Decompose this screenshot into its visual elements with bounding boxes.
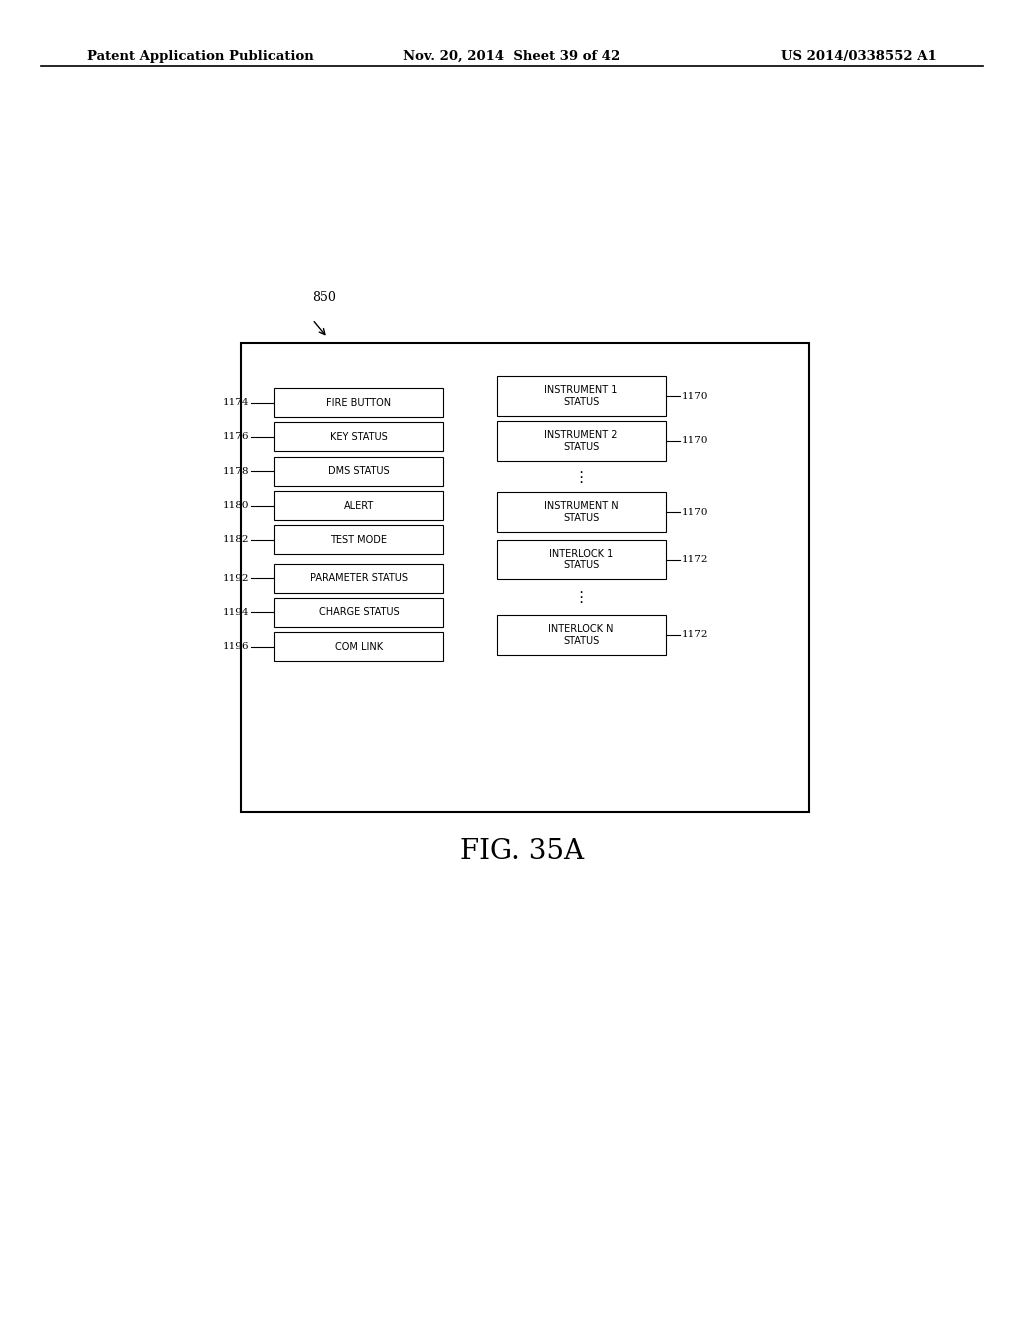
Text: 850: 850 <box>312 290 336 304</box>
Text: 1172: 1172 <box>682 556 709 564</box>
Text: PARAMETER STATUS: PARAMETER STATUS <box>310 573 408 583</box>
Bar <box>497 376 666 416</box>
Text: INSTRUMENT 1
STATUS: INSTRUMENT 1 STATUS <box>545 385 617 407</box>
Bar <box>274 491 443 520</box>
Text: 1170: 1170 <box>682 437 709 445</box>
Bar <box>241 343 809 812</box>
Text: ALERT: ALERT <box>344 500 374 511</box>
Text: 1170: 1170 <box>682 508 709 516</box>
Text: 1182: 1182 <box>222 536 249 544</box>
Text: DMS STATUS: DMS STATUS <box>328 466 390 477</box>
Bar <box>497 421 666 461</box>
Text: TEST MODE: TEST MODE <box>331 535 387 545</box>
Text: INSTRUMENT N
STATUS: INSTRUMENT N STATUS <box>544 502 618 523</box>
Text: 1176: 1176 <box>222 433 249 441</box>
Text: US 2014/0338552 A1: US 2014/0338552 A1 <box>781 50 937 63</box>
Text: COM LINK: COM LINK <box>335 642 383 652</box>
Text: INTERLOCK N
STATUS: INTERLOCK N STATUS <box>549 624 613 645</box>
Bar <box>497 615 666 655</box>
Text: FIRE BUTTON: FIRE BUTTON <box>327 397 391 408</box>
Text: CHARGE STATUS: CHARGE STATUS <box>318 607 399 618</box>
Bar <box>497 540 666 579</box>
Bar <box>274 388 443 417</box>
Text: KEY STATUS: KEY STATUS <box>330 432 388 442</box>
Text: 1172: 1172 <box>682 631 709 639</box>
Text: INSTRUMENT 2
STATUS: INSTRUMENT 2 STATUS <box>545 430 617 451</box>
Text: 1174: 1174 <box>222 399 249 407</box>
Text: 1178: 1178 <box>222 467 249 475</box>
Text: 1170: 1170 <box>682 392 709 400</box>
Text: 1192: 1192 <box>222 574 249 582</box>
Bar <box>274 564 443 593</box>
Text: INTERLOCK 1
STATUS: INTERLOCK 1 STATUS <box>549 549 613 570</box>
Bar <box>497 492 666 532</box>
Text: 1180: 1180 <box>222 502 249 510</box>
Bar <box>274 632 443 661</box>
Bar <box>274 598 443 627</box>
Text: 1196: 1196 <box>222 643 249 651</box>
Bar <box>274 457 443 486</box>
Text: FIG. 35A: FIG. 35A <box>460 838 585 865</box>
Text: Nov. 20, 2014  Sheet 39 of 42: Nov. 20, 2014 Sheet 39 of 42 <box>403 50 621 63</box>
Text: Patent Application Publication: Patent Application Publication <box>87 50 313 63</box>
Bar <box>274 525 443 554</box>
Text: ⋮: ⋮ <box>573 470 589 486</box>
Bar <box>274 422 443 451</box>
Text: ⋮: ⋮ <box>573 590 589 606</box>
Text: 1194: 1194 <box>222 609 249 616</box>
